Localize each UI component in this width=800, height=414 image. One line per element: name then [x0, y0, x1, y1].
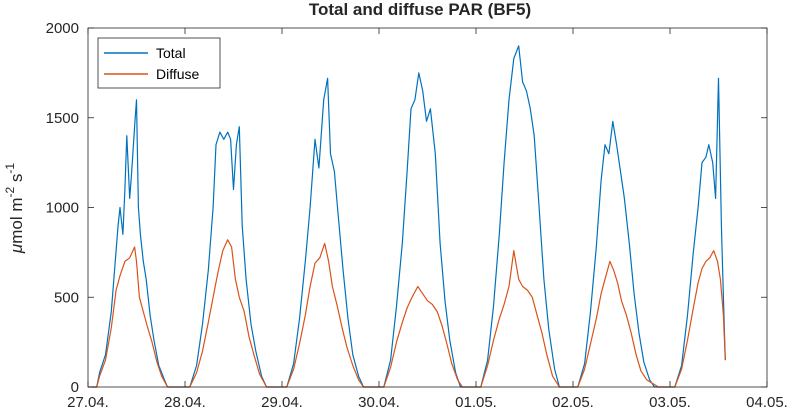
legend: Total Diffuse: [97, 37, 221, 89]
y-axis-label-exp2: -1: [3, 163, 17, 174]
y-tick-label: 2000: [46, 20, 79, 37]
y-axis-label: μmol m-2 s-1: [3, 163, 26, 255]
x-tick-label: 02.05.: [552, 394, 594, 411]
x-tick-label: 30.04.: [358, 394, 400, 411]
x-axis: 27.04. 28.04. 29.04. 30.04. 01.05. 02.05. 03.0…: [67, 28, 788, 411]
legend-label-diffuse: Diffuse: [156, 66, 200, 82]
y-tick-label: 1000: [46, 200, 79, 217]
legend-label-total: Total: [156, 45, 186, 61]
y-tick-label: 500: [54, 289, 79, 306]
legend-box: [97, 37, 221, 89]
x-tick-label: 29.04.: [261, 394, 303, 411]
y-axis-label-mu: μ: [7, 243, 26, 254]
y-tick-label: 0: [71, 379, 79, 396]
y-axis-label-exp1: -2: [3, 186, 17, 197]
series-line-total: [91, 45, 726, 388]
y-tick-label: 1500: [46, 110, 79, 127]
chart-title: Total and diffuse PAR (BF5): [309, 0, 531, 19]
x-tick-label: 01.05.: [455, 394, 497, 411]
x-tick-label: 27.04.: [67, 394, 109, 411]
x-tick-label: 03.05.: [649, 394, 691, 411]
x-tick-label: 04.05.: [746, 394, 788, 411]
y-axis-label-s: s: [7, 174, 26, 187]
y-axis-label-base: mol m: [7, 197, 26, 243]
x-tick-label: 28.04.: [164, 394, 206, 411]
series-layer: [88, 45, 726, 388]
y-axis: 0 500 1000 1500 2000: [46, 20, 767, 396]
series-line-diffuse: [88, 239, 726, 388]
